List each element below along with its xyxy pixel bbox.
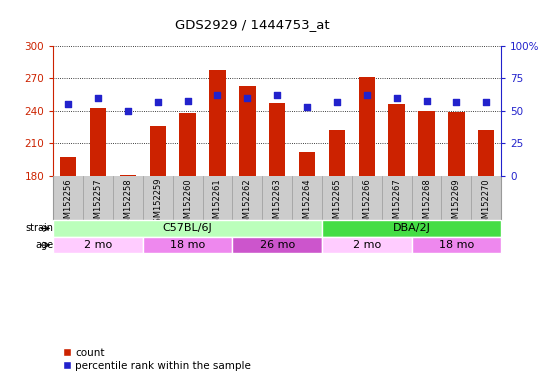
Text: GSM152269: GSM152269: [452, 178, 461, 228]
Point: [452, 99, 461, 105]
Text: GSM152261: GSM152261: [213, 178, 222, 228]
Text: GSM152270: GSM152270: [482, 178, 491, 228]
Text: GSM152260: GSM152260: [183, 178, 192, 228]
Point: [94, 95, 102, 101]
Text: GSM152262: GSM152262: [243, 178, 252, 228]
Bar: [322, 220, 501, 237]
Text: strain: strain: [25, 223, 53, 233]
Bar: [179, 113, 196, 176]
Text: 26 mo: 26 mo: [260, 240, 295, 250]
Bar: [239, 86, 255, 176]
Bar: [120, 175, 136, 176]
Point: [362, 92, 371, 98]
Text: 18 mo: 18 mo: [439, 240, 474, 250]
Point: [333, 99, 342, 105]
Bar: [232, 237, 322, 253]
Point: [213, 92, 222, 98]
Text: GSM152258: GSM152258: [123, 178, 132, 228]
Text: GSM152263: GSM152263: [273, 178, 282, 228]
Point: [153, 99, 162, 105]
Point: [392, 95, 401, 101]
Text: DBA/2J: DBA/2J: [393, 223, 431, 233]
Bar: [53, 220, 322, 237]
Bar: [53, 237, 143, 253]
Bar: [150, 126, 166, 176]
Point: [183, 98, 192, 104]
Point: [243, 95, 252, 101]
Bar: [299, 152, 315, 176]
Text: age: age: [35, 240, 53, 250]
Bar: [448, 112, 465, 176]
Bar: [358, 78, 375, 176]
Bar: [322, 237, 412, 253]
Point: [482, 99, 491, 105]
Bar: [143, 237, 232, 253]
Text: GSM152257: GSM152257: [94, 178, 102, 228]
Legend: count, percentile rank within the sample: count, percentile rank within the sample: [58, 344, 255, 375]
Point: [64, 101, 73, 108]
Point: [422, 98, 431, 104]
Bar: [60, 157, 76, 176]
Point: [273, 92, 282, 98]
Text: GSM152256: GSM152256: [64, 178, 73, 228]
Text: C57BL/6J: C57BL/6J: [163, 223, 212, 233]
Text: GSM152259: GSM152259: [153, 178, 162, 228]
Bar: [90, 108, 106, 176]
Text: 2 mo: 2 mo: [84, 240, 112, 250]
Text: GDS2929 / 1444753_at: GDS2929 / 1444753_at: [175, 18, 329, 31]
Text: GSM152266: GSM152266: [362, 178, 371, 228]
Bar: [389, 104, 405, 176]
Bar: [329, 130, 345, 176]
Text: GSM152265: GSM152265: [333, 178, 342, 228]
Point: [123, 108, 132, 114]
Bar: [478, 130, 494, 176]
Point: [302, 104, 311, 110]
Text: 18 mo: 18 mo: [170, 240, 205, 250]
Bar: [269, 103, 286, 176]
Text: GSM152267: GSM152267: [392, 178, 401, 228]
Text: 2 mo: 2 mo: [353, 240, 381, 250]
Text: GSM152264: GSM152264: [302, 178, 311, 228]
Bar: [418, 111, 435, 176]
Bar: [412, 237, 501, 253]
Text: GSM152268: GSM152268: [422, 178, 431, 228]
Bar: [209, 70, 226, 176]
